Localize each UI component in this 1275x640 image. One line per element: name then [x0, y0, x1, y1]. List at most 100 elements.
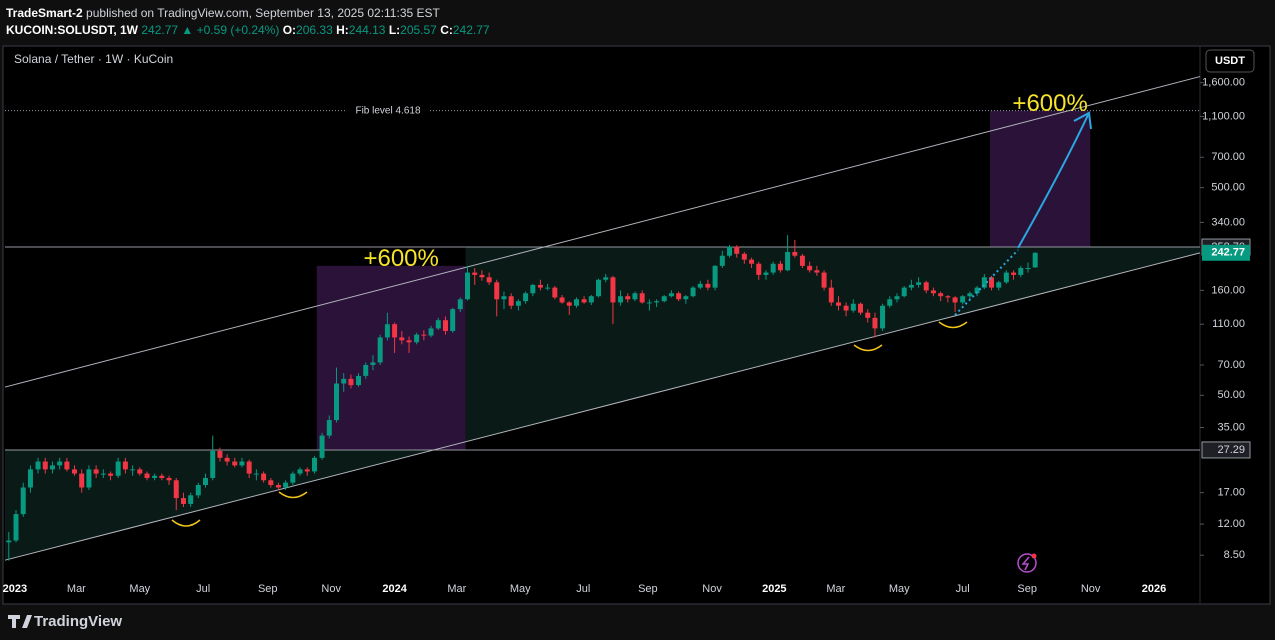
- x-tick-label: Nov: [321, 583, 341, 595]
- candle-body: [486, 277, 492, 283]
- candle-body: [945, 296, 951, 298]
- candle-body: [625, 296, 631, 300]
- y-tick-label: 35.00: [1217, 421, 1245, 433]
- candle-body: [275, 485, 281, 488]
- y-tick-label: 500.00: [1211, 182, 1245, 194]
- y-tick-label: 17.00: [1217, 487, 1245, 499]
- dotted-projection: [954, 249, 1019, 316]
- candle-body: [566, 302, 572, 306]
- candle-body: [27, 469, 33, 488]
- candle-body: [683, 296, 689, 300]
- fib-label: Fib level 4.618: [355, 105, 420, 116]
- y-tick-label: 12.00: [1217, 518, 1245, 530]
- candle-body: [159, 475, 165, 478]
- target-box: [316, 265, 466, 450]
- currency-button[interactable]: [1205, 49, 1255, 73]
- level-price-box: [1201, 441, 1251, 459]
- event-icon-bolt: [1021, 556, 1030, 571]
- candle-body: [552, 287, 558, 298]
- candle-body: [697, 283, 703, 288]
- candle-body: [923, 282, 929, 291]
- candle-body: [363, 364, 369, 376]
- symbol: KUCOIN:SOLUSDT, 1W: [6, 23, 138, 37]
- projection-arrow: [1017, 114, 1089, 249]
- candle-body: [472, 272, 478, 275]
- brand: TradingView: [34, 613, 122, 630]
- candle-body: [1003, 272, 1009, 283]
- logo: [8, 615, 32, 628]
- candle-body: [20, 487, 26, 515]
- gain-label: +600%: [363, 245, 438, 272]
- candle-body: [894, 296, 900, 300]
- x-tick-label: 2024: [382, 583, 407, 595]
- candle-body: [115, 461, 121, 476]
- candle-body: [137, 469, 143, 474]
- bottom-marker: [938, 321, 968, 329]
- candle-body: [734, 246, 740, 254]
- candle-body: [399, 337, 405, 341]
- header-line: KUCOIN:SOLUSDT, 1W 242.77 ▲ +0.59 (+0.24…: [6, 22, 490, 39]
- candle-body: [442, 320, 448, 332]
- currency: USDT: [1215, 55, 1245, 67]
- y-tick-label: 340.00: [1211, 216, 1245, 228]
- x-tick-label: May: [889, 583, 910, 595]
- candle-body: [646, 302, 652, 304]
- candle-body: [719, 255, 725, 266]
- candle-body: [341, 378, 347, 384]
- l-label: L:: [388, 23, 401, 37]
- candle-body: [996, 282, 1002, 288]
- y-tick-label: 160.00: [1211, 284, 1245, 296]
- o-label: O:: [282, 23, 297, 37]
- candle-body: [392, 324, 398, 338]
- candle-body: [319, 435, 325, 458]
- publisher: TradeSmart-2: [6, 6, 83, 20]
- candle-body: [311, 457, 317, 472]
- price: 242.77: [141, 23, 179, 37]
- candle-body: [1018, 268, 1024, 275]
- candle-body: [792, 251, 798, 256]
- x-tick-label: Sep: [638, 583, 658, 595]
- candle-body: [654, 301, 660, 303]
- candle-body: [828, 287, 834, 303]
- candle-body: [144, 473, 150, 478]
- candle-body: [224, 457, 230, 462]
- candle-body: [668, 293, 674, 297]
- x-tick-label: May: [510, 583, 531, 595]
- y-tick-label: 1,100.00: [1202, 110, 1245, 122]
- candle-body: [297, 469, 303, 474]
- candle-body: [268, 480, 274, 486]
- close: 242.77: [452, 23, 490, 37]
- candle-body: [530, 284, 536, 294]
- x-tick-label: Nov: [1081, 583, 1101, 595]
- candle-body: [173, 480, 179, 499]
- candle-body: [64, 461, 70, 470]
- gain-label: +600%: [1012, 90, 1087, 117]
- candle-body: [639, 293, 645, 303]
- candle-body: [515, 301, 521, 306]
- candle-body: [690, 287, 696, 297]
- arrow: ▲: [181, 23, 194, 37]
- candle-body: [334, 383, 340, 421]
- candle-body: [232, 461, 238, 466]
- support-zone: [465, 247, 1200, 442]
- c-label: C:: [440, 23, 453, 37]
- bottom-marker: [171, 519, 201, 527]
- bottom-marker: [853, 344, 883, 352]
- candle-body: [676, 293, 682, 300]
- x-tick-label: Sep: [1017, 583, 1037, 595]
- y-tick-label: 110.00: [1212, 318, 1245, 330]
- candle-body: [537, 284, 543, 288]
- candle-body: [370, 362, 376, 365]
- candle-body: [821, 272, 827, 288]
- candle-body: [86, 469, 92, 488]
- candle-body: [610, 277, 616, 303]
- candle-body: [180, 498, 186, 504]
- x-tick-label: May: [129, 583, 150, 595]
- candle-body: [727, 246, 733, 256]
- y-tick-label: 8.50: [1224, 549, 1245, 561]
- candle-body: [304, 469, 310, 472]
- candle-body: [93, 469, 99, 474]
- candle-body: [406, 340, 412, 343]
- event-icon[interactable]: [1017, 553, 1037, 573]
- candle-body: [850, 303, 856, 311]
